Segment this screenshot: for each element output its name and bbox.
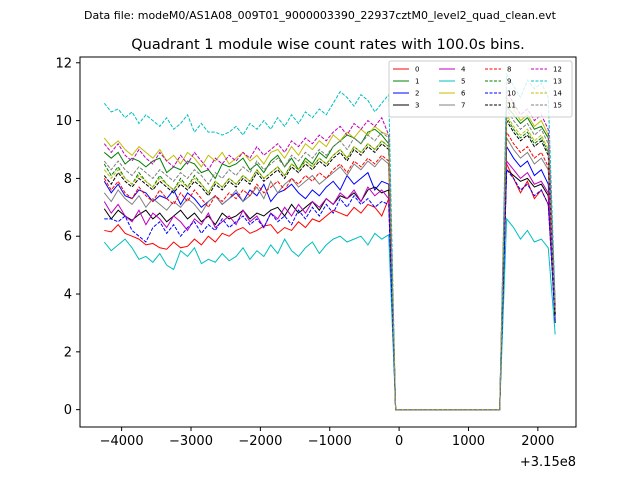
legend-label-12: 12 (553, 66, 562, 74)
series-line-8 (103, 130, 556, 411)
x-tick-label: −1000 (308, 434, 352, 449)
legend-label-15: 15 (553, 102, 562, 110)
y-tick-label: 12 (55, 56, 72, 71)
legend-label-8: 8 (507, 66, 511, 74)
y-tick-label: 6 (64, 230, 72, 245)
y-tick-label: 0 (64, 403, 72, 418)
legend-label-2: 2 (415, 90, 419, 98)
legend-box (388, 60, 573, 118)
y-tick-label: 2 (64, 345, 72, 360)
series-line-12 (103, 89, 556, 411)
series-line-9 (103, 115, 556, 411)
y-axis: 0 2 4 6 8 10 12 (55, 56, 80, 418)
x-tick-label: 2000 (521, 434, 554, 449)
series-line-0 (104, 163, 556, 411)
figure-supertitle: Data file: modeM0/AS1A08_009T01_90000033… (84, 9, 557, 22)
legend-label-10: 10 (507, 90, 516, 98)
x-tick-label: −2000 (238, 434, 282, 449)
series-line-7 (103, 136, 556, 411)
legend-label-13: 13 (553, 78, 562, 86)
legend-label-3: 3 (415, 102, 419, 110)
series-line-15 (103, 107, 556, 411)
series-line-10 (104, 168, 556, 411)
legend-label-7: 7 (461, 102, 465, 110)
x-tick-label: 1000 (452, 434, 485, 449)
legend-label-1: 1 (415, 78, 419, 86)
legend-label-9: 9 (507, 78, 511, 86)
series-line-2 (103, 144, 556, 411)
legend-label-5: 5 (461, 78, 465, 86)
x-tick-label: −4000 (100, 434, 144, 449)
series-line-5 (103, 217, 556, 411)
plot-frame (79, 56, 577, 428)
series-line-14 (103, 113, 556, 411)
y-tick-label: 10 (55, 114, 72, 129)
series-line-4 (103, 159, 556, 411)
x-tick-label: 0 (395, 434, 403, 449)
series-line-11 (103, 118, 556, 411)
legend-label-0: 0 (415, 66, 419, 74)
legend-label-11: 11 (507, 102, 516, 110)
x-axis-offset-label: +3.15e8 (520, 455, 576, 470)
legend-label-6: 6 (461, 90, 466, 98)
legend-label-4: 4 (461, 66, 466, 74)
x-tick-label: −3000 (169, 434, 213, 449)
y-tick-label: 8 (64, 172, 72, 187)
x-axis: −4000 −3000 −2000 −1000 0 1000 2000 (100, 427, 554, 449)
legend-label-14: 14 (553, 90, 562, 98)
series-line-3 (103, 168, 556, 411)
y-tick-label: 4 (64, 288, 72, 303)
chart-title: Quadrant 1 module wise count rates with … (131, 37, 525, 53)
series-layer (103, 72, 556, 411)
series-line-6 (103, 95, 556, 411)
